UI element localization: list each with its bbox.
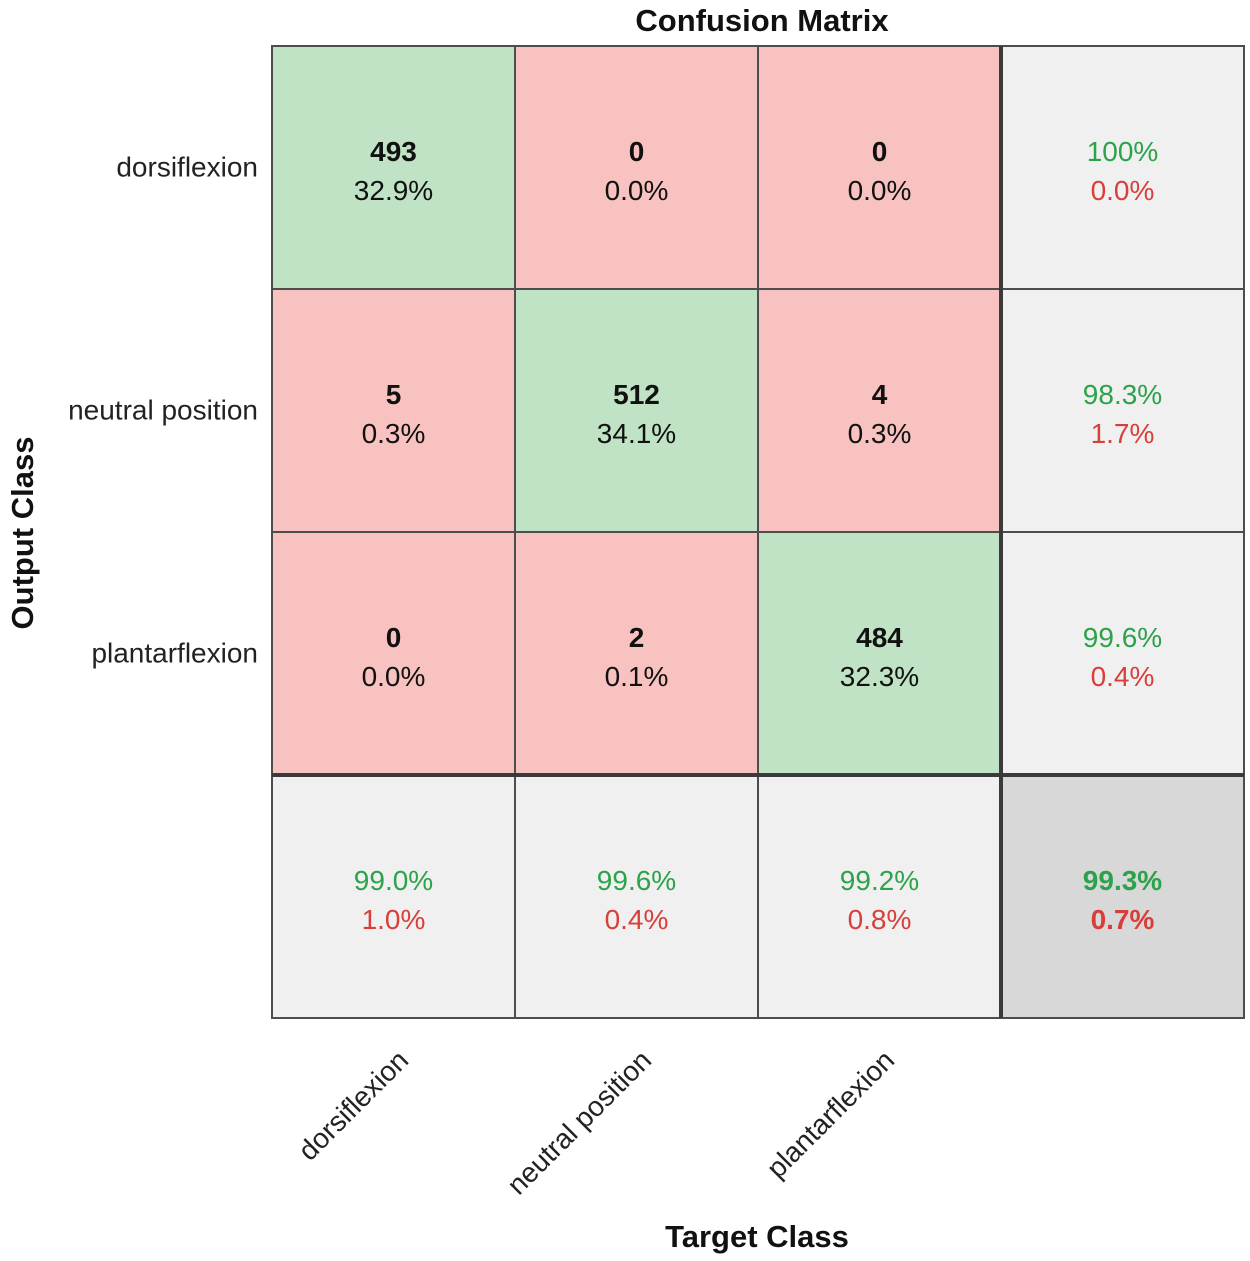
row-summary-2-top: 99.6% (1083, 622, 1162, 653)
column-summary-cell (271, 774, 516, 1019)
row-summary-1-top: 98.3% (1083, 379, 1162, 410)
cell-0-2-bottom: 0.0% (848, 175, 912, 206)
correct-cell (271, 45, 516, 290)
cell-0-0-bottom: 32.9% (354, 175, 433, 206)
cell-2-2-bottom: 32.3% (840, 661, 919, 692)
overall-accuracy-bottom: 0.7% (1091, 904, 1155, 935)
column-summary-2-top: 99.2% (840, 865, 919, 896)
cell-1-0-bottom: 0.3% (362, 418, 426, 449)
x-tick-label: dorsiflexion (292, 1044, 414, 1166)
column-summary-cell (514, 774, 759, 1019)
misclassified-cell (271, 288, 516, 533)
row-summary-0-top: 100% (1087, 136, 1159, 167)
column-summary-2-bottom: 0.8% (848, 904, 912, 935)
misclassified-cell (514, 531, 759, 776)
column-summary-0-bottom: 1.0% (362, 904, 426, 935)
overall-accuracy-top: 99.3% (1083, 865, 1162, 896)
cell-2-1-top: 2 (629, 622, 645, 653)
cell-2-0-bottom: 0.0% (362, 661, 426, 692)
cell-1-1-bottom: 34.1% (597, 418, 676, 449)
cell-2-0-top: 0 (386, 622, 402, 653)
row-summary-cell (1000, 45, 1245, 290)
cell-0-1-top: 0 (629, 136, 645, 167)
misclassified-cell (514, 45, 759, 290)
y-tick-label: dorsiflexion (116, 152, 258, 183)
cell-0-0-top: 493 (370, 136, 417, 167)
misclassified-cell (757, 288, 1002, 533)
x-axis-label: Target Class (665, 1219, 849, 1254)
misclassified-cell (757, 45, 1002, 290)
misclassified-cell (271, 531, 516, 776)
y-tick-label: plantarflexion (91, 638, 258, 669)
cell-1-1-top: 512 (613, 379, 660, 410)
cell-0-2-top: 0 (872, 136, 888, 167)
cell-1-2-top: 4 (872, 379, 888, 410)
x-tick-label: neutral position (501, 1044, 657, 1200)
row-summary-0-bottom: 0.0% (1091, 175, 1155, 206)
y-axis-label: Output Class (5, 437, 40, 630)
row-summary-cell (1000, 531, 1245, 776)
cell-1-0-top: 5 (386, 379, 402, 410)
row-summary-1-bottom: 1.7% (1091, 418, 1155, 449)
cell-2-1-bottom: 0.1% (605, 661, 669, 692)
column-summary-1-top: 99.6% (597, 865, 676, 896)
y-tick-label: neutral position (68, 395, 258, 426)
correct-cell (514, 288, 759, 533)
column-summary-cell (757, 774, 1002, 1019)
overall-accuracy-cell (1000, 774, 1245, 1019)
column-summary-0-top: 99.0% (354, 865, 433, 896)
chart-title: Confusion Matrix (635, 3, 889, 38)
row-summary-2-bottom: 0.4% (1091, 661, 1155, 692)
correct-cell (757, 531, 1002, 776)
cell-1-2-bottom: 0.3% (848, 418, 912, 449)
x-tick-label: plantarflexion (761, 1044, 901, 1184)
cell-0-1-bottom: 0.0% (605, 175, 669, 206)
cell-2-2-top: 484 (856, 622, 903, 653)
column-summary-1-bottom: 0.4% (605, 904, 669, 935)
row-summary-cell (1000, 288, 1245, 533)
